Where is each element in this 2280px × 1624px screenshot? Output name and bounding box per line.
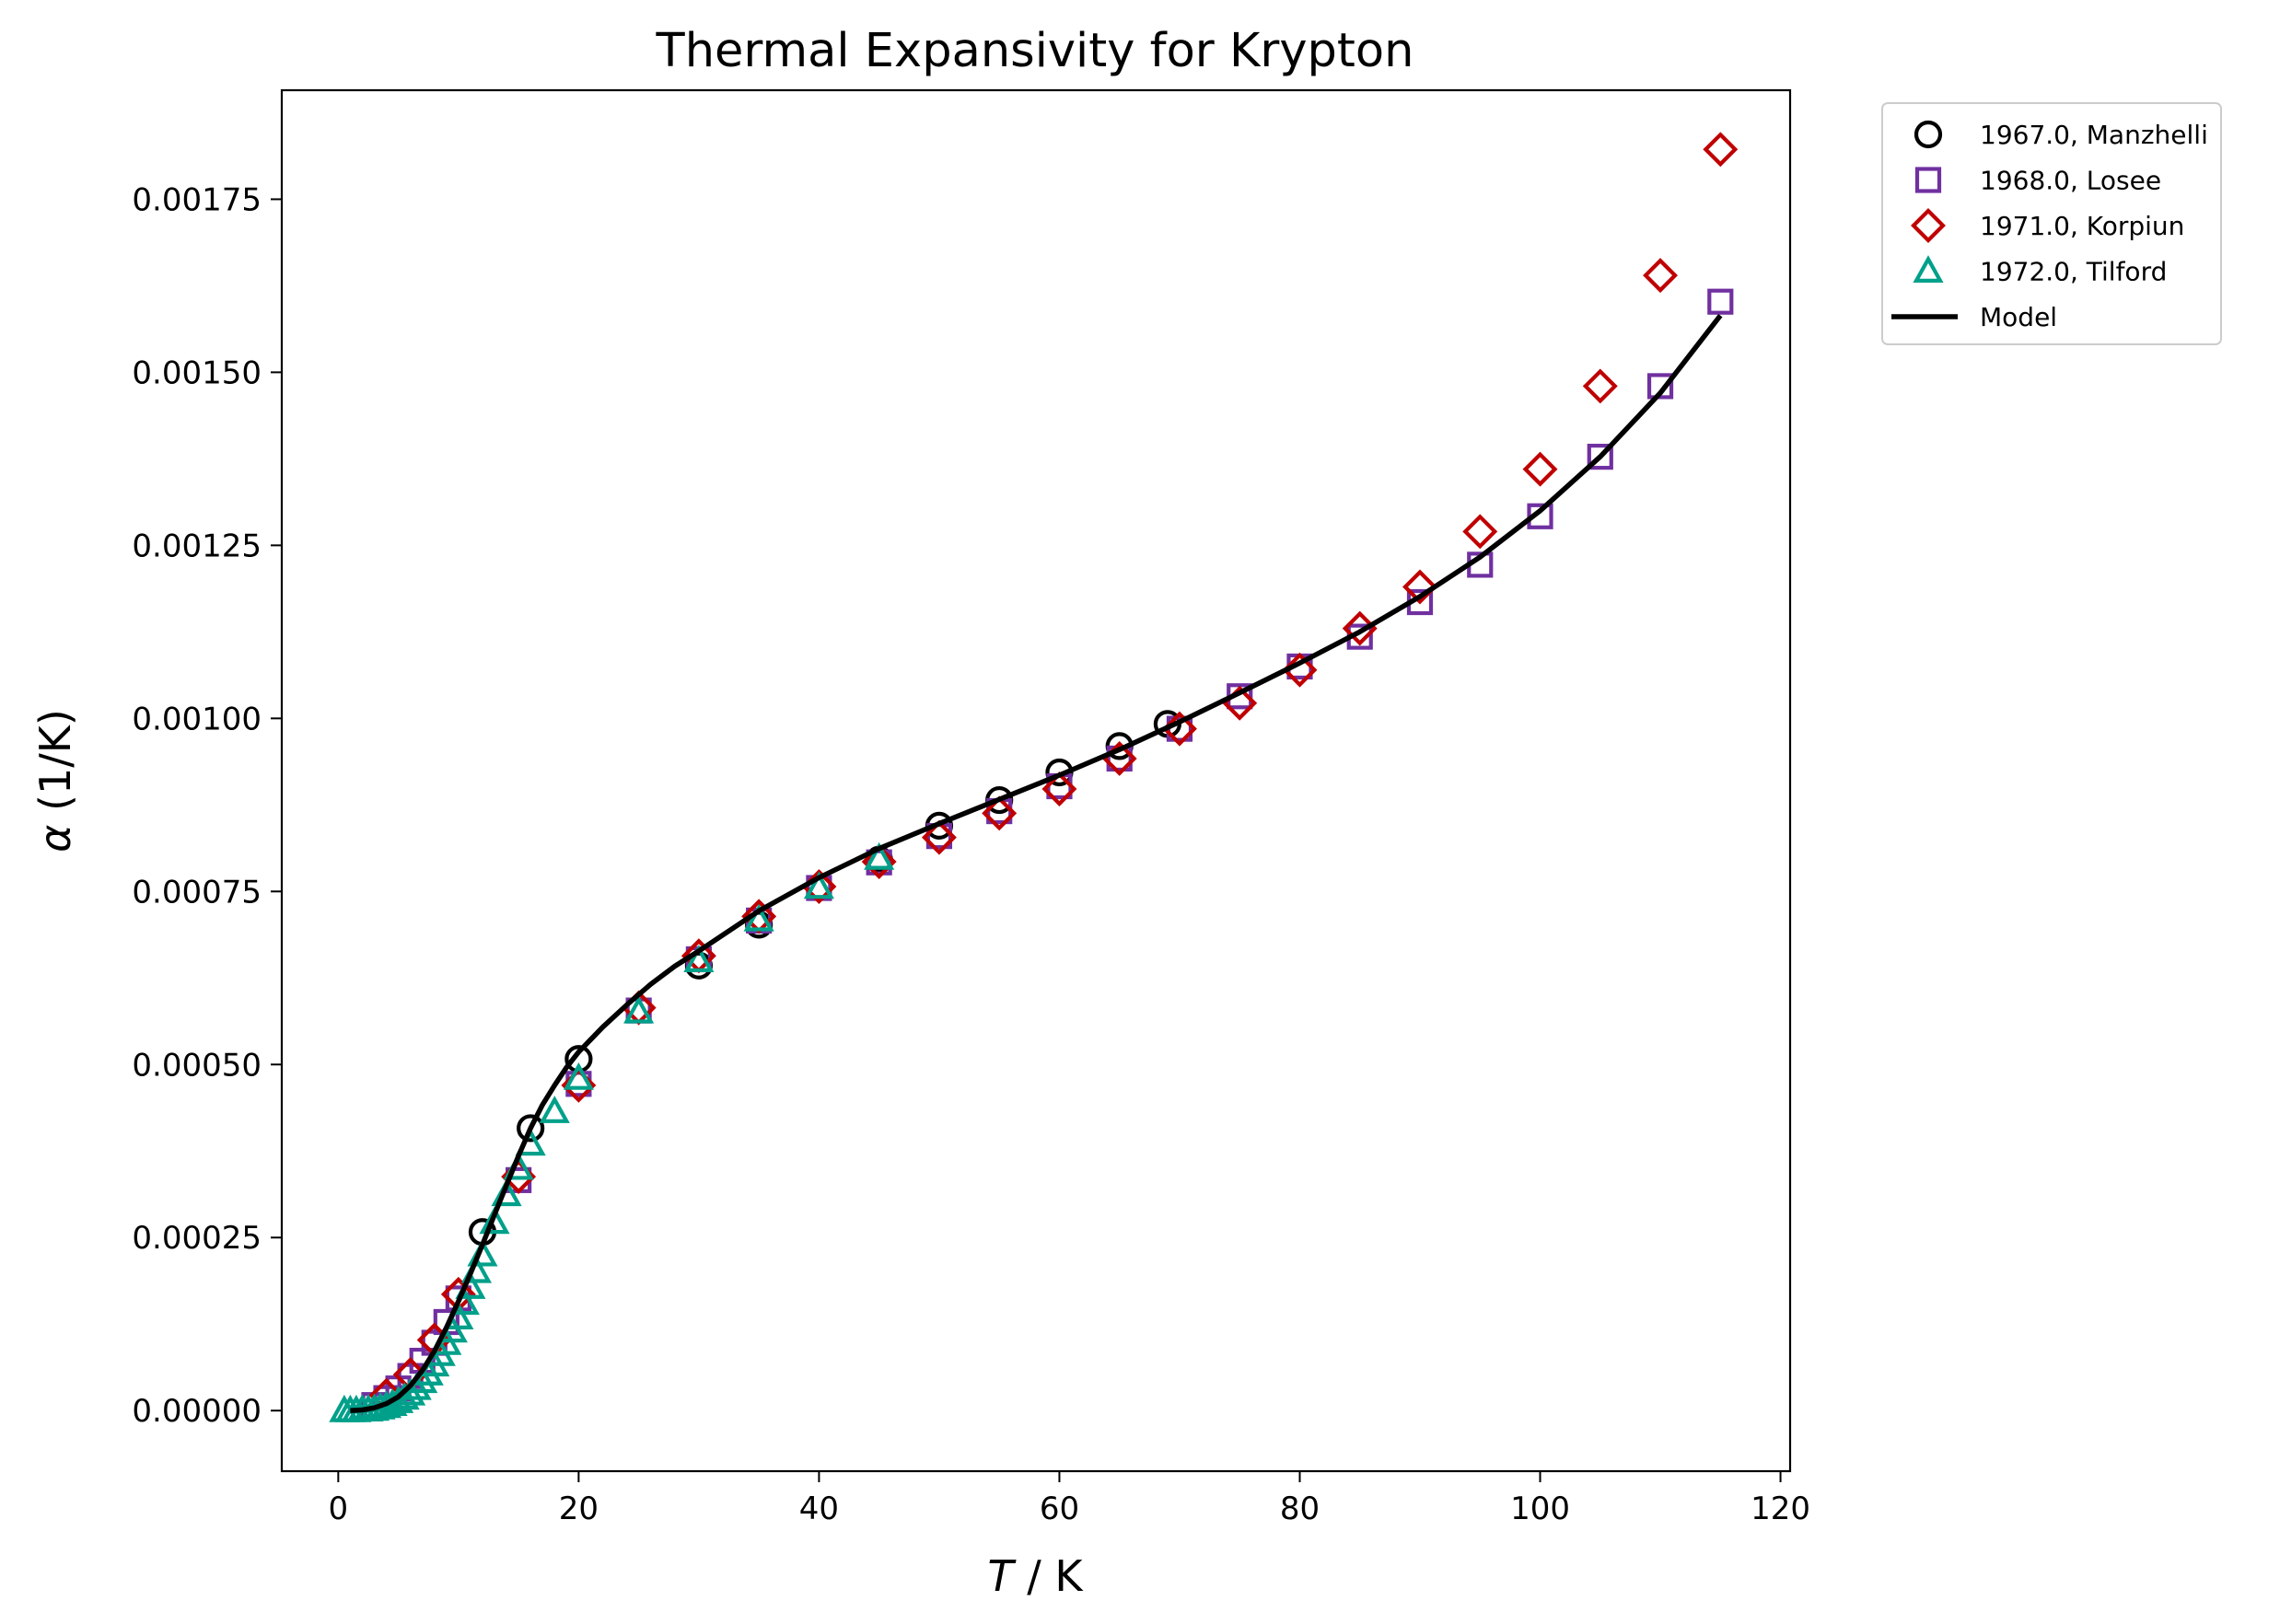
- data-point-2-19: [1402, 569, 1437, 605]
- plot-axes: 0 20 40 60 80 100 120 0.00000 0.00025 0.00050 0.00…: [132, 88, 1810, 1527]
- legend-label-0: 1967.0, Manzhelli: [1980, 120, 2208, 150]
- data-point-2-24: [1703, 132, 1739, 168]
- data-point-1-27: [1646, 373, 1674, 400]
- data-point-2-11: [921, 819, 957, 855]
- data-point-3-33: [803, 871, 834, 899]
- plot-frame: [280, 88, 1792, 1473]
- data-point-3-24: [479, 1206, 510, 1235]
- legend-label-3: 1972.0, Tilford: [1980, 257, 2167, 287]
- data-point-1-26: [1587, 444, 1613, 470]
- data-point-0-1: [517, 1114, 545, 1143]
- legend-label-2: 1971.0, Korpiun: [1980, 211, 2184, 241]
- x-tick-label-0: 0: [329, 1491, 349, 1527]
- chart-title: Thermal Expansivity for Krypton: [656, 24, 1414, 78]
- y-tick-label-6: 0.00150: [132, 354, 262, 391]
- data-point-3-34: [864, 841, 895, 870]
- x-axis-label-symbol: T: [987, 1551, 1017, 1601]
- series-4: [350, 314, 1723, 1413]
- x-axis-label: T / K: [987, 1551, 1084, 1601]
- data-point-2-20: [1462, 514, 1498, 550]
- y-axis-label: α (1/K): [30, 709, 80, 853]
- legend-marker-0: [1914, 120, 1943, 149]
- data-point-3-31: [683, 945, 715, 972]
- x-tick-label-2: 40: [799, 1491, 839, 1527]
- data-point-2-12: [982, 795, 1018, 831]
- data-point-2-13: [1041, 771, 1077, 806]
- data-point-2-21: [1522, 451, 1558, 487]
- data-point-3-30: [623, 995, 655, 1024]
- model-line: [350, 314, 1723, 1413]
- legend-marker-3: [1913, 255, 1944, 283]
- legend-box: [1881, 102, 2222, 345]
- y-axis-label-symbol: α: [30, 825, 80, 853]
- legend-marker-2: [1911, 208, 1946, 243]
- x-tick-label-4: 80: [1280, 1491, 1320, 1527]
- y-tick-label-1: 0.00025: [132, 1220, 262, 1257]
- y-tick-label-2: 0.00050: [132, 1047, 262, 1084]
- legend: 1967.0, Manzhelli 1968.0, Losee 1971.0, Ko…: [1881, 102, 2222, 345]
- data-point-2-22: [1582, 368, 1618, 404]
- data-point-3-28: [539, 1096, 570, 1123]
- legend-marker-1: [1914, 167, 1942, 193]
- data-point-3-29: [563, 1061, 594, 1090]
- legend-label-4: Model: [1980, 302, 2057, 332]
- y-tick-label-0: 0.00000: [132, 1393, 262, 1430]
- x-tick-label-6: 120: [1751, 1491, 1810, 1527]
- y-axis-label-unit: (1/K): [30, 709, 80, 824]
- y-tick-label-4: 0.00100: [132, 701, 262, 737]
- x-tick-label-3: 60: [1040, 1491, 1079, 1527]
- data-point-2-17: [1282, 652, 1318, 688]
- x-axis-label-unit: / K: [1014, 1551, 1085, 1601]
- data-point-3-32: [743, 903, 774, 932]
- data-point-1-28: [1707, 288, 1734, 315]
- data-point-2-23: [1643, 258, 1679, 294]
- legend-label-1: 1968.0, Losee: [1980, 166, 2161, 196]
- y-tick-label-7: 0.00175: [132, 181, 262, 218]
- x-tick-label-5: 100: [1510, 1491, 1570, 1527]
- plot-marks: [329, 132, 1739, 1422]
- y-tick-label-3: 0.00075: [132, 874, 262, 911]
- data-point-2-10: [861, 844, 897, 879]
- x-tick-label-1: 20: [559, 1491, 599, 1527]
- y-tick-label-5: 0.00125: [132, 528, 262, 564]
